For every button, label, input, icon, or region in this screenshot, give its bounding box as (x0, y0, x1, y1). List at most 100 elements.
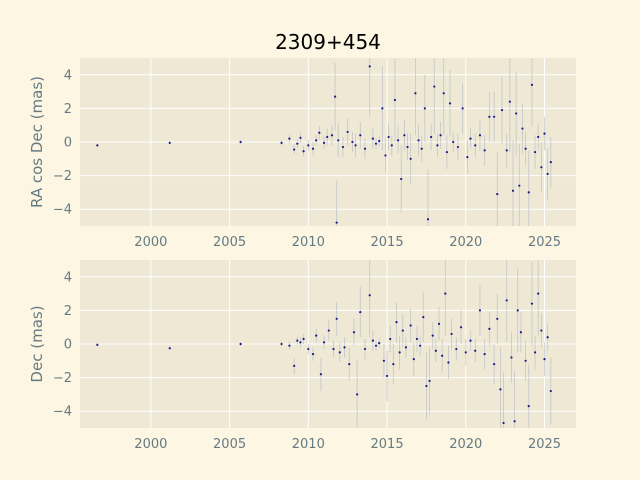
data-point (524, 147, 527, 150)
x-tick-label: 2005 (213, 437, 246, 452)
data-point (409, 324, 412, 327)
data-point (415, 337, 419, 341)
data-point (543, 132, 546, 135)
data-point (374, 344, 378, 347)
data-point (452, 140, 455, 144)
data-point (442, 92, 445, 95)
data-point (417, 139, 420, 142)
y-tick-label: 4 (64, 68, 72, 83)
data-point (543, 358, 546, 361)
data-point (533, 351, 537, 354)
data-point (521, 127, 524, 130)
x-tick-label: 2010 (292, 235, 325, 250)
data-point (311, 147, 315, 150)
data-point (168, 347, 171, 350)
x-tick-label: 2005 (213, 235, 246, 250)
data-point (318, 131, 321, 134)
data-point (322, 341, 326, 344)
data-point (441, 354, 444, 357)
data-point (502, 421, 505, 425)
data-point (330, 134, 334, 137)
data-point (461, 107, 464, 110)
y-tick-label: 0 (64, 338, 72, 353)
data-point (448, 102, 452, 105)
data-point (493, 115, 496, 118)
data-point (368, 294, 371, 297)
data-point (455, 347, 458, 351)
data-point (363, 347, 367, 351)
data-point (384, 154, 387, 157)
data-point (469, 339, 472, 342)
data-point (530, 302, 534, 305)
data-layer (96, 58, 552, 226)
data-point (537, 292, 540, 295)
x-tick-label: 2025 (528, 235, 561, 250)
data-point (335, 317, 338, 320)
data-point (403, 134, 406, 137)
data-point (322, 141, 326, 144)
data-point (437, 322, 441, 325)
data-point (527, 405, 530, 408)
x-tick-label: 2015 (371, 235, 404, 250)
data-point (385, 374, 389, 378)
data-point (537, 135, 540, 139)
y-tick-label: 4 (64, 270, 72, 285)
data-point (311, 352, 315, 356)
data-point (527, 191, 530, 194)
data-point (483, 352, 486, 356)
data-point (395, 321, 398, 324)
data-point (464, 351, 467, 354)
data-point (499, 388, 502, 391)
data-point (474, 144, 477, 147)
y-axis-label: RA cos Dec (mas) (28, 76, 46, 208)
data-point (352, 331, 356, 334)
data-point (315, 139, 318, 142)
data-point (288, 344, 291, 347)
data-point (505, 149, 508, 152)
data-point (540, 166, 543, 169)
data-point (348, 363, 351, 366)
data-point (505, 299, 508, 302)
data-point (483, 149, 486, 152)
data-point (96, 343, 99, 346)
data-point (341, 145, 345, 149)
data-point (378, 342, 381, 345)
data-point (433, 85, 436, 88)
data-point (378, 140, 381, 143)
y-tick-label: 2 (64, 304, 72, 319)
data-point (398, 351, 401, 354)
data-point (412, 358, 415, 361)
data-point (327, 329, 330, 332)
x-tick-label: 2000 (134, 437, 167, 452)
data-point (445, 150, 448, 154)
x-tick-label: 2020 (449, 437, 482, 452)
data-point (293, 364, 296, 367)
data-point (511, 189, 515, 192)
data-point (447, 361, 450, 364)
data-point (400, 177, 403, 181)
data-point (389, 337, 392, 341)
data-point (430, 135, 433, 139)
x-tick-label: 2010 (292, 437, 325, 452)
data-point (359, 134, 362, 137)
data-point (168, 141, 171, 144)
data-point (546, 336, 549, 339)
data-point (293, 148, 296, 151)
data-point (96, 144, 99, 147)
data-point (280, 342, 283, 346)
data-point (519, 331, 522, 334)
data-point (338, 351, 341, 354)
data-point (359, 310, 362, 314)
data-point (371, 137, 374, 140)
data-point (239, 140, 242, 144)
data-point (434, 349, 437, 352)
data-point (302, 150, 305, 153)
data-point (478, 134, 482, 137)
data-point (533, 150, 537, 154)
data-point (426, 218, 430, 221)
data-point (466, 156, 469, 159)
data-point (393, 98, 397, 102)
data-point (459, 326, 463, 329)
data-point (500, 108, 504, 112)
data-point (296, 142, 299, 145)
